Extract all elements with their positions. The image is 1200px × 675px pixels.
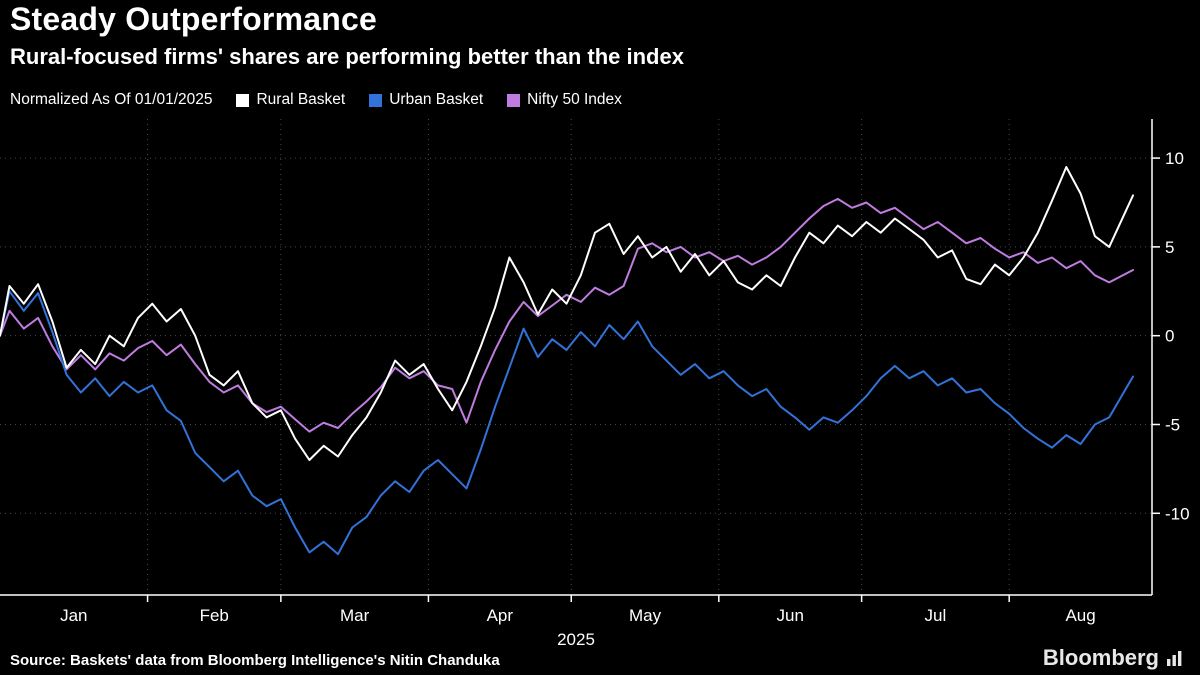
series-line-urban-basket (0, 290, 1134, 556)
legend-swatch (236, 93, 250, 107)
x-tick-label: Aug (1065, 606, 1095, 625)
chart-subtitle: Rural-focused firms' shares are performi… (10, 44, 684, 69)
legend-label: Nifty 50 Index (527, 91, 622, 108)
normalized-note: Normalized As Of 01/01/2025 (10, 91, 213, 108)
source-note: Source: Baskets' data from Bloomberg Int… (10, 652, 500, 669)
legend-item: Rural Basket (236, 91, 345, 109)
x-tick-label: May (629, 606, 662, 625)
bloomberg-logo-text: Bloomberg (1042, 645, 1159, 670)
legend-label: Rural Basket (256, 91, 346, 108)
y-tick-label: 5 (1165, 238, 1174, 257)
legend-label: Urban Basket (389, 91, 484, 108)
chart-title: Steady Outperformance (10, 1, 377, 37)
y-tick-label: -5 (1165, 415, 1180, 434)
y-tick-label: 0 (1165, 327, 1174, 346)
x-tick-label: Apr (487, 606, 514, 625)
series-line-rural-basket (0, 166, 1134, 461)
y-tick-label: -10 (1165, 504, 1190, 523)
bloomberg-logo-icon (1167, 650, 1182, 666)
legend-item: Nifty 50 Index (507, 91, 622, 109)
legend: Normalized As Of 01/01/2025 Rural Basket… (10, 91, 622, 109)
legend-swatch (507, 93, 521, 107)
bloomberg-logo: Bloomberg (1043, 645, 1184, 671)
x-tick-label: Jun (777, 606, 804, 625)
legend-item: Urban Basket (369, 91, 483, 109)
x-tick-label: Jan (60, 606, 87, 625)
series-line-nifty-50-index (0, 197, 1134, 433)
legend-swatch (369, 93, 383, 107)
y-tick-label: 10 (1165, 149, 1184, 168)
x-tick-label: Mar (340, 606, 370, 625)
legend-items: Rural Basket Urban Basket Nifty 50 Index (236, 91, 622, 109)
line-chart: 10 5 0 -5 -10 Jan Feb Mar Apr May Jun Jul Aug 2025 (0, 119, 1190, 649)
x-axis-year-label: 2025 (557, 630, 595, 649)
x-tick-label: Jul (925, 606, 947, 625)
x-tick-label: Feb (200, 606, 229, 625)
